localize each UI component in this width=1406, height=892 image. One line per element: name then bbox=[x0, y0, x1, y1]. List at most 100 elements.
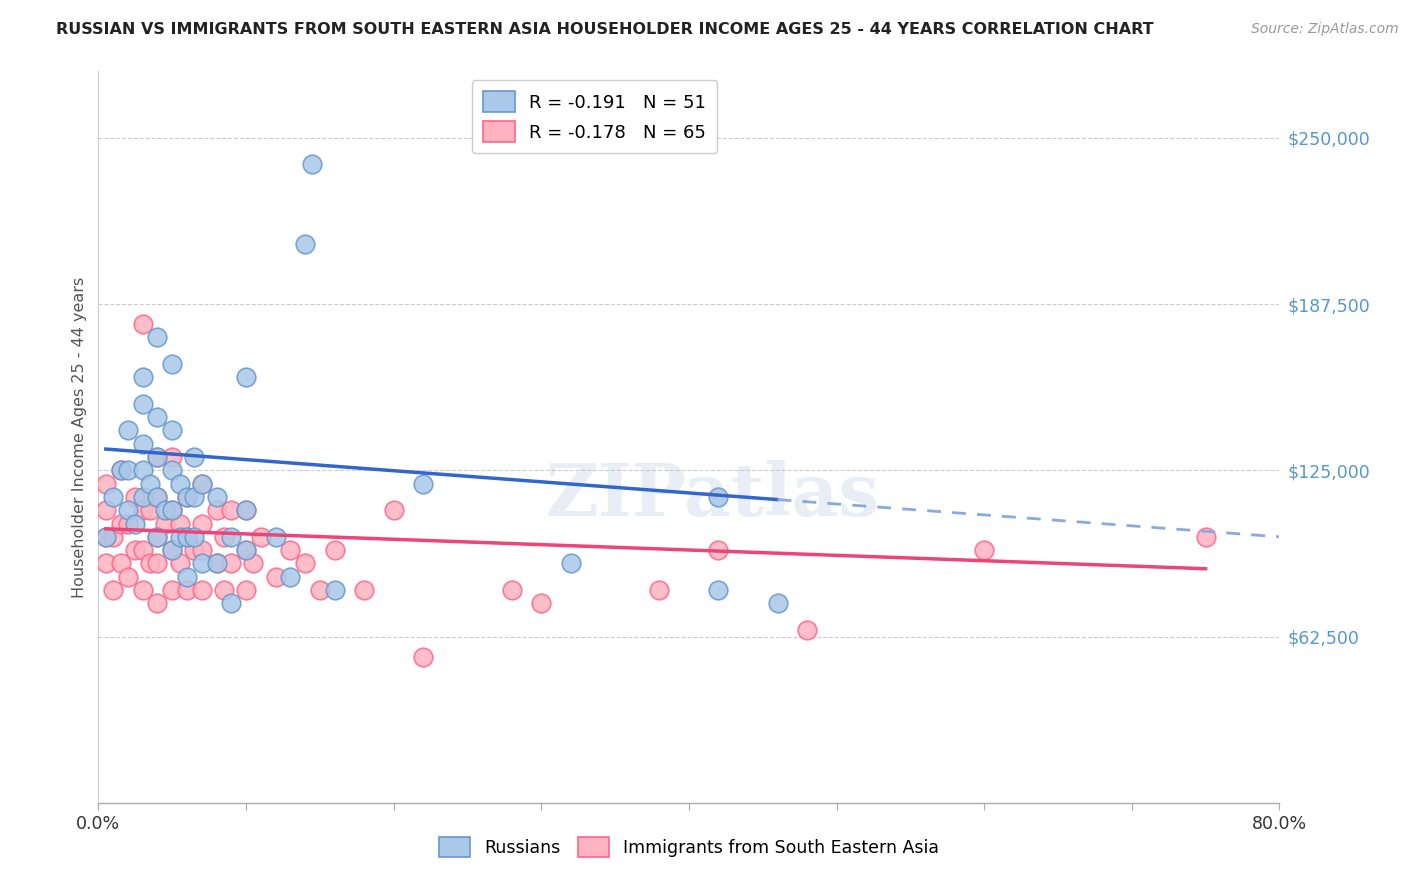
Point bbox=[205, 490, 228, 504]
Point bbox=[264, 570, 287, 584]
Point bbox=[139, 503, 162, 517]
Point bbox=[176, 530, 198, 544]
Point bbox=[146, 490, 169, 504]
Point bbox=[221, 503, 243, 517]
Point bbox=[117, 503, 139, 517]
Point bbox=[707, 582, 730, 597]
Point bbox=[103, 582, 125, 597]
Point bbox=[146, 330, 169, 344]
Y-axis label: Householder Income Ages 25 - 44 years: Householder Income Ages 25 - 44 years bbox=[72, 277, 87, 598]
Text: RUSSIAN VS IMMIGRANTS FROM SOUTH EASTERN ASIA HOUSEHOLDER INCOME AGES 25 - 44 YE: RUSSIAN VS IMMIGRANTS FROM SOUTH EASTERN… bbox=[56, 22, 1154, 37]
Point bbox=[169, 557, 191, 571]
Point bbox=[294, 557, 316, 571]
Point bbox=[412, 476, 434, 491]
Point bbox=[146, 490, 169, 504]
Point bbox=[162, 357, 183, 371]
Point bbox=[169, 476, 191, 491]
Point bbox=[117, 570, 139, 584]
Point bbox=[250, 530, 273, 544]
Point bbox=[110, 516, 132, 531]
Point bbox=[132, 582, 155, 597]
Point bbox=[132, 397, 155, 411]
Point bbox=[235, 543, 257, 558]
Point bbox=[191, 476, 214, 491]
Point bbox=[162, 463, 183, 477]
Point bbox=[162, 503, 183, 517]
Point bbox=[301, 157, 323, 171]
Point bbox=[132, 543, 155, 558]
Point bbox=[94, 530, 117, 544]
Point bbox=[139, 476, 162, 491]
Point bbox=[183, 530, 205, 544]
Point bbox=[103, 490, 125, 504]
Point bbox=[183, 490, 205, 504]
Point bbox=[146, 596, 169, 610]
Point bbox=[146, 557, 169, 571]
Point bbox=[94, 503, 117, 517]
Point bbox=[103, 530, 125, 544]
Point bbox=[560, 557, 582, 571]
Point bbox=[117, 463, 139, 477]
Point bbox=[176, 582, 198, 597]
Point bbox=[309, 582, 332, 597]
Point bbox=[766, 596, 789, 610]
Point bbox=[124, 543, 146, 558]
Point bbox=[191, 557, 214, 571]
Point bbox=[146, 450, 169, 464]
Point bbox=[205, 557, 228, 571]
Point bbox=[110, 463, 132, 477]
Point bbox=[110, 463, 132, 477]
Legend: Russians, Immigrants from South Eastern Asia: Russians, Immigrants from South Eastern … bbox=[429, 826, 949, 867]
Point bbox=[176, 570, 198, 584]
Point bbox=[205, 557, 228, 571]
Point bbox=[412, 649, 434, 664]
Point bbox=[212, 582, 235, 597]
Point bbox=[153, 503, 176, 517]
Point bbox=[146, 530, 169, 544]
Point bbox=[796, 623, 818, 637]
Point bbox=[191, 476, 214, 491]
Point bbox=[146, 530, 169, 544]
Point bbox=[707, 543, 730, 558]
Point bbox=[176, 530, 198, 544]
Point bbox=[191, 516, 214, 531]
Point bbox=[176, 490, 198, 504]
Point bbox=[221, 596, 243, 610]
Point bbox=[162, 543, 183, 558]
Point bbox=[162, 424, 183, 438]
Point bbox=[153, 516, 176, 531]
Point bbox=[221, 557, 243, 571]
Point bbox=[94, 530, 117, 544]
Point bbox=[162, 503, 183, 517]
Point bbox=[162, 450, 183, 464]
Point bbox=[235, 503, 257, 517]
Point bbox=[132, 503, 155, 517]
Point bbox=[212, 530, 235, 544]
Point bbox=[132, 370, 155, 384]
Point bbox=[221, 530, 243, 544]
Point bbox=[973, 543, 995, 558]
Point bbox=[323, 582, 346, 597]
Point bbox=[235, 370, 257, 384]
Point bbox=[176, 490, 198, 504]
Point bbox=[162, 582, 183, 597]
Point bbox=[707, 490, 730, 504]
Point bbox=[648, 582, 671, 597]
Point bbox=[146, 410, 169, 425]
Point bbox=[124, 516, 146, 531]
Text: ZIPatlas: ZIPatlas bbox=[546, 460, 880, 531]
Point bbox=[235, 503, 257, 517]
Point bbox=[501, 582, 523, 597]
Point bbox=[205, 503, 228, 517]
Point bbox=[191, 543, 214, 558]
Text: Source: ZipAtlas.com: Source: ZipAtlas.com bbox=[1251, 22, 1399, 37]
Point bbox=[132, 490, 155, 504]
Point bbox=[353, 582, 375, 597]
Point bbox=[323, 543, 346, 558]
Point bbox=[117, 516, 139, 531]
Point bbox=[169, 530, 191, 544]
Point bbox=[530, 596, 553, 610]
Point bbox=[294, 237, 316, 252]
Point bbox=[382, 503, 405, 517]
Point bbox=[1195, 530, 1218, 544]
